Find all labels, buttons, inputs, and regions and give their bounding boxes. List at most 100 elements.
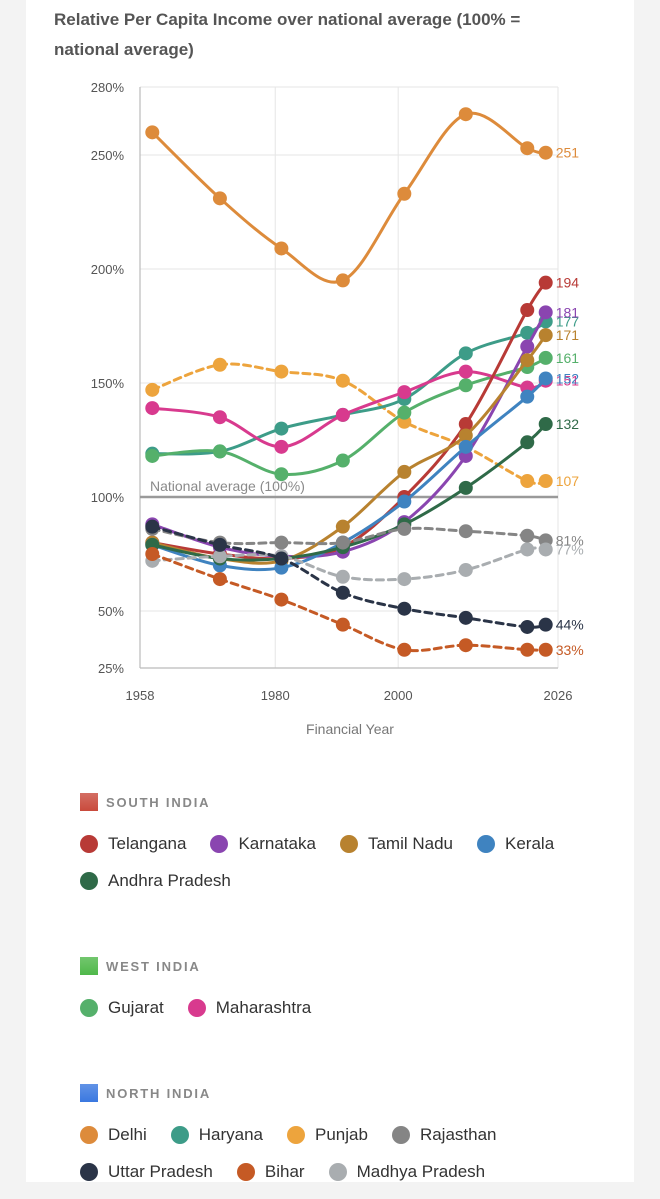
- data-point-andhra-pradesh[interactable]: [458, 480, 473, 495]
- data-point-gujarat[interactable]: [145, 448, 160, 463]
- data-point-uttar-pradesh[interactable]: [335, 585, 350, 600]
- data-point-uttar-pradesh[interactable]: [212, 537, 227, 552]
- data-point-bihar[interactable]: [397, 642, 412, 657]
- data-point-telangana[interactable]: [538, 275, 553, 290]
- data-point-telangana[interactable]: [458, 417, 473, 432]
- data-point-delhi[interactable]: [520, 141, 535, 156]
- data-point-bihar[interactable]: [538, 642, 553, 657]
- data-point-gujarat[interactable]: [397, 405, 412, 420]
- data-point-uttar-pradesh[interactable]: [397, 601, 412, 616]
- data-point-telangana[interactable]: [520, 303, 535, 318]
- legend-dot-icon: [339, 834, 358, 853]
- legend-item-telangana[interactable]: Telangana: [80, 825, 186, 862]
- data-point-uttar-pradesh[interactable]: [538, 617, 553, 632]
- data-point-rajasthan[interactable]: [274, 535, 289, 550]
- legend-item-karnataka[interactable]: Karnataka: [210, 825, 316, 862]
- data-point-bihar[interactable]: [335, 617, 350, 632]
- data-point-tamil-nadu[interactable]: [397, 464, 412, 479]
- data-point-haryana[interactable]: [458, 346, 473, 361]
- data-point-uttar-pradesh[interactable]: [520, 619, 535, 634]
- data-point-delhi[interactable]: [458, 107, 473, 122]
- legend-item-haryana[interactable]: Haryana: [170, 1116, 263, 1153]
- data-point-madhya-pradesh[interactable]: [212, 549, 227, 564]
- legend-item-bihar[interactable]: Bihar: [236, 1153, 305, 1190]
- legend-item-rajasthan[interactable]: Rajasthan: [391, 1116, 497, 1153]
- legend-item-andhra-pradesh[interactable]: Andhra Pradesh: [80, 862, 231, 899]
- data-point-delhi[interactable]: [145, 125, 160, 140]
- legend-item-label: Delhi: [108, 1124, 147, 1144]
- data-point-kerala[interactable]: [458, 439, 473, 454]
- data-point-rajasthan[interactable]: [335, 535, 350, 550]
- data-point-madhya-pradesh[interactable]: [397, 572, 412, 587]
- data-point-andhra-pradesh[interactable]: [538, 417, 553, 432]
- data-point-maharashtra[interactable]: [212, 410, 227, 425]
- data-point-tamil-nadu[interactable]: [538, 328, 553, 343]
- y-tick-label: 50%: [98, 604, 124, 619]
- data-point-punjab[interactable]: [335, 373, 350, 388]
- data-point-gujarat[interactable]: [212, 444, 227, 459]
- data-point-maharashtra[interactable]: [458, 364, 473, 379]
- data-point-delhi[interactable]: [538, 145, 553, 160]
- legend-item-madhya-pradesh[interactable]: Madhya Pradesh: [328, 1153, 485, 1190]
- legend-item-uttar-pradesh[interactable]: Uttar Pradesh: [80, 1153, 213, 1190]
- data-point-punjab[interactable]: [538, 474, 553, 489]
- legend-dot-icon: [80, 834, 98, 853]
- end-label-andhra-pradesh: 132: [556, 416, 580, 432]
- series-haryana: [145, 314, 553, 461]
- data-point-haryana[interactable]: [274, 421, 289, 436]
- data-point-bihar[interactable]: [520, 642, 535, 657]
- data-point-gujarat[interactable]: [538, 350, 553, 365]
- legend-item-label: Karnataka: [238, 833, 316, 853]
- data-point-kerala[interactable]: [538, 371, 553, 386]
- data-point-punjab[interactable]: [520, 474, 535, 489]
- legend-item-tamil-nadu[interactable]: Tamil Nadu: [339, 825, 453, 862]
- data-point-gujarat[interactable]: [274, 467, 289, 482]
- data-point-bihar[interactable]: [212, 572, 227, 587]
- data-point-andhra-pradesh[interactable]: [520, 435, 535, 450]
- data-point-tamil-nadu[interactable]: [458, 428, 473, 443]
- data-point-uttar-pradesh[interactable]: [145, 519, 160, 534]
- legend-dot-icon: [477, 834, 496, 853]
- data-point-madhya-pradesh[interactable]: [520, 542, 535, 557]
- data-point-tamil-nadu[interactable]: [335, 519, 350, 534]
- data-point-rajasthan[interactable]: [458, 524, 473, 539]
- data-point-madhya-pradesh[interactable]: [335, 569, 350, 584]
- data-point-gujarat[interactable]: [335, 453, 350, 468]
- data-point-bihar[interactable]: [145, 547, 160, 561]
- data-point-gujarat[interactable]: [458, 378, 473, 393]
- data-point-punjab[interactable]: [212, 357, 227, 372]
- data-point-uttar-pradesh[interactable]: [458, 610, 473, 625]
- legend-item-delhi[interactable]: Delhi: [80, 1116, 147, 1153]
- data-point-delhi[interactable]: [397, 186, 412, 201]
- data-point-punjab[interactable]: [274, 364, 289, 379]
- data-point-tamil-nadu[interactable]: [520, 353, 535, 368]
- data-point-maharashtra[interactable]: [145, 401, 160, 416]
- legend-item-punjab[interactable]: Punjab: [287, 1116, 368, 1153]
- legend-item-maharashtra[interactable]: Maharashtra: [187, 989, 311, 1026]
- data-point-rajasthan[interactable]: [520, 528, 535, 543]
- data-point-kerala[interactable]: [520, 389, 535, 404]
- region-swatch-icon: [80, 957, 98, 975]
- data-point-maharashtra[interactable]: [397, 385, 412, 400]
- data-point-punjab[interactable]: [145, 382, 160, 397]
- data-point-delhi[interactable]: [274, 241, 289, 256]
- data-point-uttar-pradesh[interactable]: [274, 551, 289, 566]
- data-point-delhi[interactable]: [335, 273, 350, 288]
- data-point-karnataka[interactable]: [538, 305, 553, 320]
- data-point-haryana[interactable]: [520, 325, 535, 340]
- data-point-karnataka[interactable]: [520, 339, 535, 354]
- data-point-maharashtra[interactable]: [335, 407, 350, 422]
- region-swatch-icon: [80, 793, 98, 811]
- data-point-maharashtra[interactable]: [274, 439, 289, 454]
- end-label-maharashtra: 151: [556, 373, 580, 389]
- data-point-rajasthan[interactable]: [397, 521, 412, 536]
- data-point-bihar[interactable]: [458, 638, 473, 653]
- legend-group-north-india: NORTH INDIA Delhi Haryana Punjab Rajasthan Ut…: [80, 1082, 640, 1190]
- data-point-madhya-pradesh[interactable]: [458, 562, 473, 577]
- legend-item-kerala[interactable]: Kerala: [477, 825, 554, 862]
- data-point-kerala[interactable]: [397, 494, 412, 509]
- data-point-delhi[interactable]: [212, 191, 227, 206]
- data-point-bihar[interactable]: [274, 592, 289, 607]
- data-point-madhya-pradesh[interactable]: [538, 542, 553, 557]
- legend-item-gujarat[interactable]: Gujarat: [80, 989, 164, 1026]
